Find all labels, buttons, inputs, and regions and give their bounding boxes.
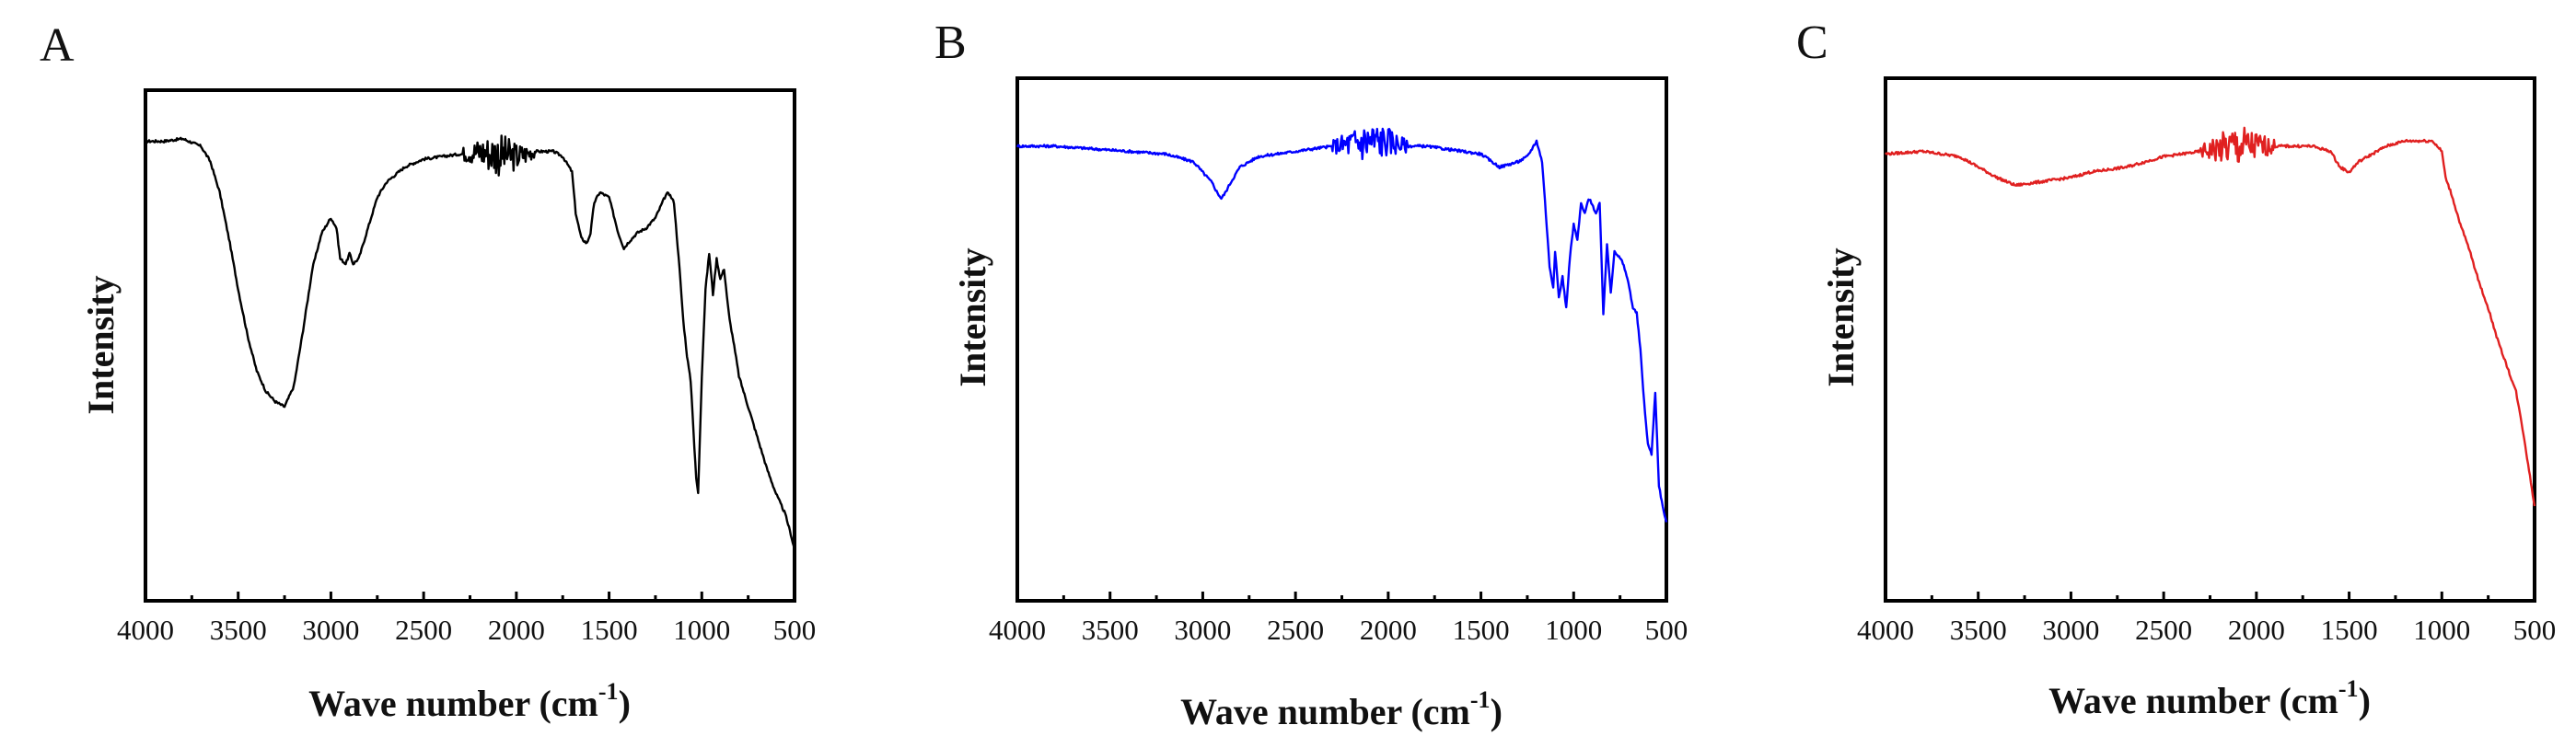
x-tick-label-c: 3500	[1950, 614, 2007, 646]
x-axis-label-close-b: )	[1491, 691, 1503, 732]
x-axis-label-text-a: Wave number (cm	[308, 683, 598, 724]
panel-letter-c: C	[1796, 17, 1828, 69]
x-axis-label-close-c: )	[2359, 680, 2371, 721]
panel-c: C 4000 3500 3000 2500 2000 1500 1000 500 Intens…	[1796, 17, 2556, 721]
x-axis-label-text-c: Wave number (cm	[2048, 680, 2338, 721]
x-tick-label-a: 4000	[117, 614, 174, 646]
x-tick-label-a: 3500	[210, 614, 267, 646]
x-tick-labels-b: 4000 3500 3000 2500 2000 1500 1000 500	[989, 614, 1688, 646]
x-tick-label-c: 1000	[2413, 614, 2470, 646]
spectrum-line-b	[1015, 127, 1668, 523]
x-tick-label-b: 3500	[1082, 614, 1139, 646]
x-tick-label-c: 1500	[2321, 614, 2378, 646]
x-axis-label-sup-b: -1	[1470, 686, 1491, 713]
x-tick-label-c: 2500	[2135, 614, 2192, 646]
spectrum-line-c	[1885, 126, 2536, 507]
x-axis-label-sup-c: -1	[2338, 675, 2359, 702]
x-axis-label-text-b: Wave number (cm	[1180, 691, 1470, 732]
x-ticks-a	[144, 592, 796, 601]
x-tick-label-a: 500	[773, 614, 817, 646]
spectrum-line-a	[145, 134, 796, 550]
x-tick-label-b: 1000	[1545, 614, 1602, 646]
x-tick-label-a: 1000	[673, 614, 730, 646]
x-tick-label-b: 2500	[1267, 614, 1324, 646]
x-tick-label-a: 1500	[581, 614, 638, 646]
x-tick-label-b: 3000	[1174, 614, 1231, 646]
panel-b: B 4000 3500 3000 2500 2000 1500 1000 500 Intens…	[934, 17, 1688, 732]
x-tick-label-b: 500	[1645, 614, 1688, 646]
x-tick-label-c: 2000	[2228, 614, 2285, 646]
y-axis-label-a: Intensity	[80, 275, 122, 414]
x-axis-label-c: Wave number (cm-1)	[2048, 675, 2371, 721]
x-tick-label-c: 4000	[1857, 614, 1914, 646]
y-axis-label-c: Intensity	[1820, 247, 1862, 386]
x-tick-label-a: 2000	[488, 614, 545, 646]
x-ticks-b	[1015, 592, 1668, 601]
x-tick-label-b: 2000	[1360, 614, 1417, 646]
x-tick-labels-a: 4000 3500 3000 2500 2000 1500 1000 500	[117, 614, 816, 646]
x-ticks-c	[1884, 592, 2536, 601]
x-axis-label-a: Wave number (cm-1)	[308, 678, 631, 724]
x-tick-label-a: 2500	[395, 614, 452, 646]
x-axis-label-close-a: )	[619, 683, 631, 724]
x-tick-label-c: 500	[2513, 614, 2557, 646]
panel-letter-b: B	[934, 17, 967, 69]
x-axis-label-b: Wave number (cm-1)	[1180, 686, 1503, 732]
x-tick-label-c: 3000	[2042, 614, 2099, 646]
panel-a: A 4000 3500 3000 2500 2000 1500 1000 500 Intens…	[40, 19, 816, 724]
x-tick-label-b: 4000	[989, 614, 1046, 646]
x-tick-label-b: 1500	[1453, 614, 1510, 646]
x-tick-labels-c: 4000 3500 3000 2500 2000 1500 1000 500	[1857, 614, 2556, 646]
x-axis-label-sup-a: -1	[598, 678, 619, 705]
x-tick-label-a: 3000	[302, 614, 359, 646]
y-axis-label-b: Intensity	[952, 247, 993, 386]
panel-letter-a: A	[40, 19, 75, 72]
